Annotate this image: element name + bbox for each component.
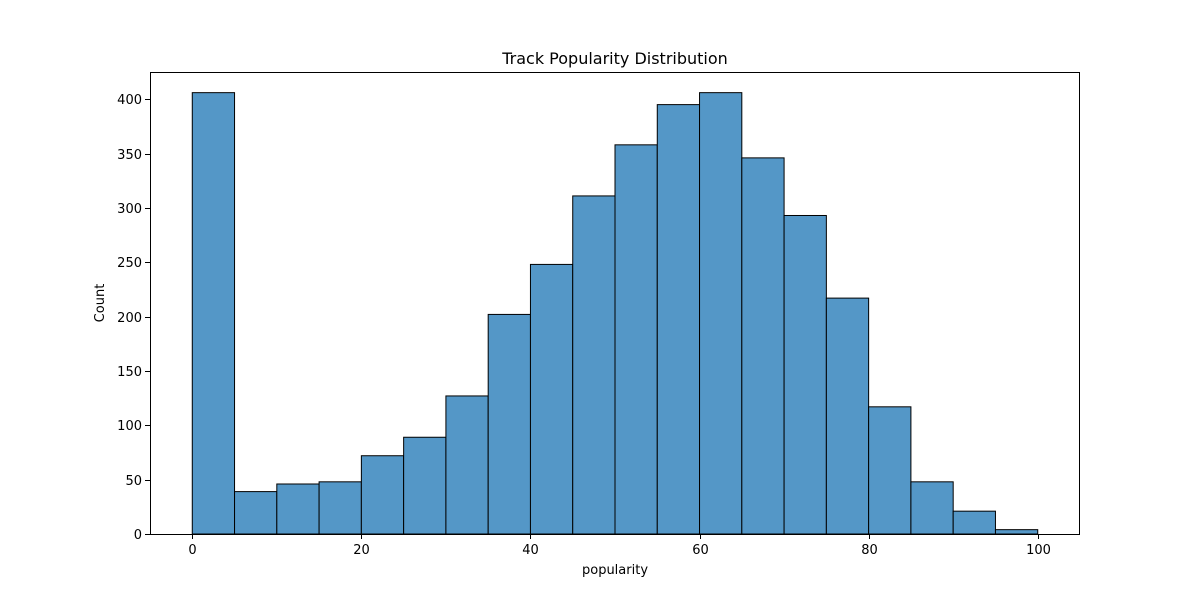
y-tick-label: 50 xyxy=(125,474,142,489)
x-tick-label: 20 xyxy=(353,543,370,558)
histogram-bar xyxy=(952,510,996,535)
histogram-bar xyxy=(445,395,489,535)
histogram-bar xyxy=(572,195,616,535)
y-tick-label: 200 xyxy=(117,311,142,326)
y-tick-label: 250 xyxy=(117,256,142,271)
y-axis-label: Count xyxy=(93,284,108,323)
x-tick-label: 60 xyxy=(692,543,709,558)
histogram-bar xyxy=(487,313,531,535)
histogram-bar xyxy=(783,214,827,535)
histogram-bar xyxy=(234,491,278,535)
y-tick-label: 150 xyxy=(117,365,142,380)
plot-frame xyxy=(150,72,1080,535)
histogram-bar xyxy=(614,144,658,535)
histogram-bar xyxy=(529,263,574,535)
x-axis-ticks: 0 20 40 60 80 100 xyxy=(188,534,1051,558)
histogram-bar xyxy=(910,481,954,535)
histogram-bar xyxy=(825,297,870,535)
y-tick-label: 350 xyxy=(117,148,142,163)
y-tick-label: 100 xyxy=(117,419,142,434)
histogram-bar xyxy=(403,436,447,535)
y-tick-label: 400 xyxy=(117,93,142,108)
x-axis-label: popularity xyxy=(582,563,648,578)
bars-group xyxy=(191,92,1039,535)
x-tick-label: 80 xyxy=(861,543,878,558)
histogram-bar xyxy=(318,481,362,535)
histogram-bar xyxy=(276,483,320,535)
x-tick-label: 100 xyxy=(1026,543,1051,558)
y-tick-label: 300 xyxy=(117,202,142,217)
histogram-bar xyxy=(741,157,785,535)
histogram-bar xyxy=(699,92,743,535)
y-tick-label: 0 xyxy=(134,528,142,543)
histogram-bar xyxy=(656,104,701,535)
x-tick-label: 0 xyxy=(188,543,196,558)
y-axis-ticks: 0 50 100 150 200 250 300 350 400 xyxy=(117,93,150,543)
x-tick-label: 40 xyxy=(522,543,539,558)
histogram-bar xyxy=(191,92,236,535)
histogram-bar xyxy=(360,455,405,535)
histogram-bar xyxy=(868,406,912,535)
histogram-bar xyxy=(994,529,1039,535)
chart-title: Track Popularity Distribution xyxy=(501,49,728,68)
